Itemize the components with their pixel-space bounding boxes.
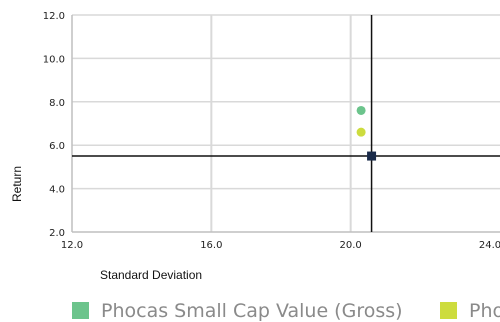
y-tick-label: 12.0 [43,11,65,22]
data-point-1 [356,105,366,115]
tick-labels: 12.0 16.0 20.0 24.0 2.0 4.0 6.0 8.0 10.0 12.0 [43,11,500,251]
legend-label-2: Pho [469,300,500,322]
y-tick-label: 6.0 [49,141,65,152]
data-points [356,105,377,161]
legend-swatch-1 [72,302,89,319]
y-tick-label: 4.0 [49,185,65,196]
y-tick-label: 8.0 [49,98,65,109]
x-tick-label: 16.0 [200,240,222,251]
y-tick-label: 10.0 [43,54,65,65]
crosshair [72,15,500,232]
x-tick-label: 20.0 [340,240,362,251]
y-tick-label: 2.0 [49,228,65,239]
legend: Phocas Small Cap Value (Gross) Pho [72,300,500,322]
x-axis-title: Standard Deviation [100,268,202,282]
y-axis-title: Return [10,166,24,202]
legend-label-1: Phocas Small Cap Value (Gross) [101,300,403,322]
data-point-2 [356,127,366,137]
data-point-benchmark [367,151,377,161]
legend-swatch-2 [440,302,457,319]
x-tick-label: 24.0 [479,240,500,251]
grid [72,14,500,232]
axes [71,15,500,233]
x-tick-label: 12.0 [61,240,83,251]
